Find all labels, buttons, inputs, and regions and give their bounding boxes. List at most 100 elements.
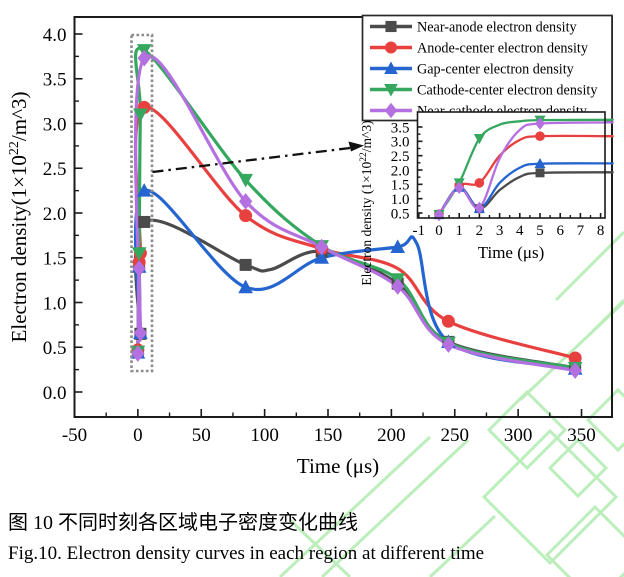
main-x-tick-label: 300: [504, 425, 533, 446]
y-axis-title: Electron density(1×1022/m^3): [7, 92, 31, 343]
main-x-tick-label: 200: [377, 425, 406, 446]
main-marker-anode-center: [239, 209, 253, 223]
inset-marker-near-cathode: [454, 181, 465, 194]
inset-x-axis-title: Time (μs): [478, 243, 545, 262]
legend-marker-triangle-down: [384, 83, 398, 97]
inset-x-tick-label: 8: [597, 223, 605, 239]
main-x-tick-label: 50: [192, 425, 211, 446]
main-marker-near-cathode: [568, 362, 582, 379]
y-axis-title-sup: 22: [7, 141, 22, 155]
caption-chinese: 图 10 不同时刻各区域电子密度变化曲线: [8, 512, 358, 534]
main-y-tick-label: 1.0: [43, 293, 67, 314]
legend-item: Cathode-center electron density: [370, 83, 598, 99]
legend-item-label: Near-anode electron density: [417, 20, 578, 36]
inset-marker-anode-center: [535, 131, 545, 141]
main-y-tick-label: 4.0: [43, 25, 67, 46]
main-series-markers-near-cathode: [131, 49, 582, 379]
inset-plot-border: [416, 111, 606, 219]
main-marker-near-cathode: [131, 345, 145, 362]
main-marker-gap-center: [136, 183, 152, 197]
watermark-shape: [278, 435, 432, 577]
main-marker-near-cathode: [132, 260, 146, 277]
watermark-shape: [428, 514, 497, 577]
caption-english: Fig.10. Electron density curves in each …: [8, 543, 485, 564]
inset-marker-gap-center: [534, 157, 546, 169]
inset-pointer-arrow: [152, 141, 364, 174]
inset-x-tick-label: 1: [455, 223, 463, 239]
legend-marker-circle: [384, 41, 398, 54]
legend-marker-diamond: [384, 102, 398, 119]
inset-y-axis-title-post: /m^3): [359, 120, 374, 152]
y-axis-title-post: /m^3): [7, 92, 31, 142]
watermark-shape: [554, 230, 624, 302]
main-marker-near-cathode: [441, 336, 456, 353]
inset-marker-near-cathode: [535, 117, 545, 130]
inset-y-tick-label: 1.5: [391, 178, 410, 194]
inset-marker-near-cathode: [474, 201, 485, 215]
inset-y-tick-label: 0.5: [391, 206, 410, 222]
legend-item: Anode-center electron density: [370, 41, 589, 57]
inset-x-tick-label: 4: [516, 223, 524, 239]
legend-item-label: Cathode-center electron density: [417, 83, 598, 99]
inset-marker-anode-center: [474, 178, 485, 188]
main-marker-near-cathode: [238, 193, 253, 210]
main-marker-cathode-center: [131, 247, 147, 261]
zoom-region-box: [130, 33, 154, 373]
legend-item-label: Gap-center electron density: [417, 62, 575, 78]
watermark-shape: [481, 428, 619, 566]
main-marker-cathode-center: [133, 108, 148, 123]
inset-x-tick-label: 0: [435, 223, 443, 239]
inset-series-markers-near-cathode: [434, 117, 545, 222]
inset-y-tick-label: 1.0: [391, 192, 410, 208]
inset-chart: -1 0 1 2 3 4 5 6 7 8 0.51.01.52.02.53.03.5: [391, 111, 614, 239]
main-y-tick-label: 0.0: [43, 383, 67, 404]
main-x-tick-label: 0: [133, 425, 143, 446]
legend-item: Near-anode electron density: [370, 20, 578, 36]
main-marker-gap-center: [390, 239, 406, 254]
legend-item: Gap-center electron density: [370, 61, 575, 78]
inset-y-tick-label: 2.5: [391, 149, 410, 165]
main-x-tick-label: -50: [62, 425, 87, 446]
arrow-head: [348, 141, 364, 152]
main-series-line-near-cathode: [133, 54, 577, 373]
watermark-shape: [547, 437, 609, 499]
legend-marker-triangle-up: [384, 61, 398, 75]
main-plot: -50 0 50 100 150 200 250 300 3500.00.51.01.52.02…: [43, 16, 613, 446]
y-axis-title-pre: Electron density(1×10: [7, 155, 31, 342]
arrow-line: [152, 146, 351, 174]
main-y-tick-label: 2.0: [43, 204, 67, 225]
inset-y-axis-title-pre: Electron density (1×10: [359, 162, 374, 286]
watermark-shape: [288, 518, 352, 577]
main-marker-near-cathode: [315, 238, 329, 256]
inset-marker-cathode-center: [473, 133, 485, 145]
main-y-tick-label: 0.5: [43, 338, 67, 359]
inset-x-tick-label: 2: [476, 223, 484, 239]
main-plot-border: [73, 16, 613, 418]
main-marker-near-anode: [239, 258, 252, 271]
main-y-tick-label: 3.0: [43, 114, 67, 135]
main-marker-near-anode: [138, 215, 151, 228]
inset-y-tick-label: 2.0: [391, 163, 410, 179]
main-marker-near-cathode: [133, 324, 148, 342]
inset-marker-near-cathode: [434, 208, 444, 222]
inset-y-tick-label: 3.5: [391, 120, 410, 136]
inset-y-axis-title: Electron density (1×1022/m^3): [359, 120, 374, 285]
inset-x-tick-label: 7: [577, 223, 585, 239]
main-y-tick-label: 2.5: [43, 159, 67, 180]
inset-x-tick-label: 5: [536, 223, 544, 239]
watermark-shape: [320, 438, 470, 577]
main-marker-anode-center: [441, 314, 455, 328]
main-y-tick-label: 3.5: [43, 70, 67, 91]
inset-marker-near-anode: [535, 168, 545, 178]
watermark-pattern: [278, 230, 624, 577]
main-x-tick-label: 350: [567, 425, 596, 446]
main-x-tick-label: 150: [314, 425, 343, 446]
main-marker-near-cathode: [391, 278, 405, 295]
main-y-tick-label: 1.5: [43, 249, 67, 270]
inset-x-tick-label: 3: [496, 223, 504, 239]
main-x-tick-label: 250: [441, 425, 470, 446]
main-marker-near-cathode: [137, 49, 151, 67]
legend-marker-square: [385, 20, 397, 33]
